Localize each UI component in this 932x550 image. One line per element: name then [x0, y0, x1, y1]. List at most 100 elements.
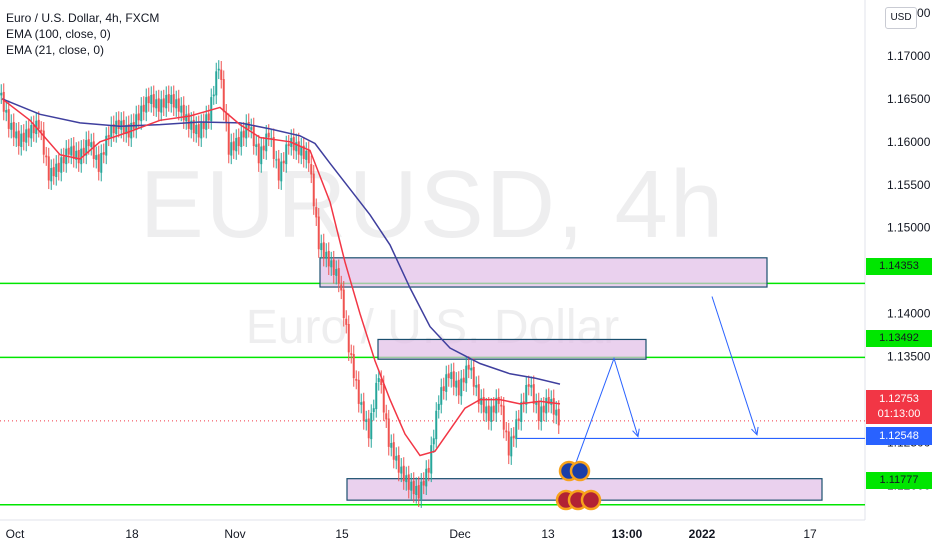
candle-body [285, 144, 288, 165]
candle-body [542, 405, 545, 413]
projection-path [572, 356, 639, 472]
candle-body [165, 94, 168, 109]
candle-body [217, 68, 220, 71]
candle-body [407, 474, 410, 490]
candle-body [282, 160, 285, 164]
candle-body [102, 152, 105, 155]
candle-body [330, 260, 333, 268]
candle-body [420, 481, 423, 500]
projection-arrowhead [632, 428, 640, 438]
candle-body [92, 141, 95, 159]
candle-body [497, 397, 500, 404]
candle-body [410, 481, 413, 491]
supply-demand-zone [377, 338, 647, 360]
candle-body [377, 378, 380, 382]
candle-body [505, 430, 508, 433]
candle-body [212, 94, 215, 97]
candle-body [322, 242, 325, 258]
candle-body [135, 114, 138, 130]
price-tag-target: 1.12548 [866, 427, 932, 445]
candle-body [142, 104, 145, 112]
candle-body [5, 110, 8, 113]
legend-title[interactable]: Euro / U.S. Dollar, 4h, FXCM [6, 11, 160, 25]
candle-body [450, 372, 453, 379]
candle-body [160, 99, 163, 113]
candle-body [485, 406, 488, 414]
candle-body [7, 109, 10, 129]
candle-body [170, 94, 173, 104]
candle-body [352, 354, 355, 379]
candle-body [70, 146, 73, 156]
candle-body [32, 124, 35, 134]
candle-body [227, 122, 230, 155]
candle-body [532, 384, 535, 404]
candle-body [237, 137, 240, 147]
candle-body [465, 365, 468, 384]
candle-body [195, 125, 198, 135]
candle-body [145, 97, 148, 113]
candle-body [467, 364, 470, 370]
candle-body [95, 155, 98, 160]
legend-ema100[interactable]: EMA (100, close, 0) [6, 27, 111, 41]
price-tag-lower: 1.11777 [866, 472, 932, 489]
candle-body [430, 445, 433, 474]
candle-body [475, 385, 478, 388]
y-tick-label: 1.16000 [887, 135, 931, 149]
candle-body [182, 104, 185, 121]
candle-body [185, 114, 188, 122]
price-tag-last: 1.12753 01:13:00 [866, 390, 932, 424]
candle-body [362, 401, 365, 422]
candle-body [517, 418, 520, 422]
candle-body [447, 373, 450, 379]
candle-body [537, 401, 540, 422]
candle-body [480, 397, 483, 405]
candle-body [22, 132, 25, 142]
candle-body [72, 145, 75, 159]
candle-body [317, 216, 320, 250]
candle-body [105, 135, 108, 156]
candle-body [137, 113, 140, 121]
candle-body [162, 98, 165, 108]
candle-body [177, 98, 180, 112]
candle-body [262, 145, 265, 151]
candle-body [392, 442, 395, 460]
candle-body [85, 140, 88, 156]
candle-body [402, 465, 405, 482]
candle-body [242, 130, 245, 138]
candle-body [10, 122, 13, 130]
candle-body [337, 268, 340, 284]
candle-body [200, 122, 203, 139]
candle-body [147, 96, 150, 104]
candle-body [275, 159, 278, 161]
candle-body [300, 146, 303, 156]
bar-countdown: 01:13:00 [877, 408, 921, 420]
candle-body [2, 91, 5, 112]
candle-body [452, 371, 455, 387]
candle-body [350, 353, 353, 355]
candle-body [90, 142, 93, 147]
candle-body [197, 124, 200, 138]
candle-body [525, 385, 528, 405]
candle-body [120, 120, 123, 130]
candle-body [332, 259, 335, 275]
candle-body [0, 92, 3, 96]
x-tick-label: 15 [335, 527, 349, 541]
candle-body [482, 397, 485, 413]
candle-body [340, 284, 343, 291]
candle-body [342, 289, 345, 318]
candle-body [42, 130, 45, 155]
x-tick-label: Oct [6, 527, 25, 541]
candle-body [12, 122, 15, 138]
candle-body [445, 374, 448, 392]
candle-body [265, 133, 268, 152]
candle-body [82, 147, 85, 155]
x-tick-label: Dec [449, 527, 470, 541]
candle-body [27, 128, 30, 138]
price-tag-upper: 1.14353 [866, 258, 932, 275]
candle-body [310, 164, 313, 175]
candle-body [235, 137, 238, 152]
legend-ema21[interactable]: EMA (21, close, 0) [6, 43, 105, 57]
currency-button[interactable]: USD [885, 7, 917, 29]
